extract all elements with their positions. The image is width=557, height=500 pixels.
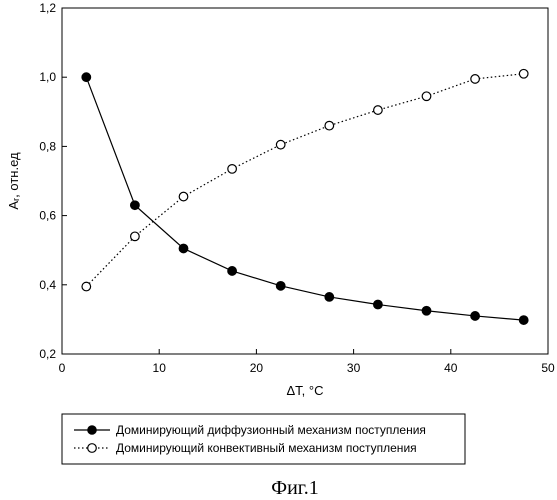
y-tick-label: 0,2 <box>39 347 56 361</box>
data-point-diffusion <box>519 316 528 325</box>
data-point-diffusion <box>471 312 480 321</box>
y-tick-label: 1,2 <box>39 1 56 15</box>
data-point-convective <box>179 192 188 201</box>
plot-area <box>62 8 548 354</box>
x-tick-label: 10 <box>153 361 167 375</box>
x-axis-label: ΔT, °C <box>287 383 324 398</box>
x-tick-label: 20 <box>250 361 264 375</box>
x-tick-label: 50 <box>541 361 555 375</box>
x-tick-label: 40 <box>444 361 458 375</box>
legend-label-convective: Доминирующий конвективный механизм посту… <box>116 441 417 455</box>
data-point-diffusion <box>228 267 237 276</box>
y-tick-label: 0,8 <box>39 139 56 153</box>
legend-marker-diffusion <box>88 426 97 435</box>
x-tick-label: 0 <box>59 361 66 375</box>
series-layer <box>82 69 528 324</box>
legend-marker-convective <box>88 444 97 453</box>
data-point-convective <box>374 106 383 115</box>
data-point-diffusion <box>82 73 91 82</box>
data-point-diffusion <box>422 306 431 315</box>
y-axis-ticks: 0,2 0,4 0,6 0,8 1,0 1,2 <box>39 1 67 361</box>
data-point-convective <box>228 165 237 174</box>
data-point-convective <box>422 92 431 101</box>
data-point-diffusion <box>325 293 334 302</box>
data-point-convective <box>325 121 334 130</box>
figure-caption: Фиг.1 <box>271 477 318 499</box>
data-point-diffusion <box>374 300 383 309</box>
y-tick-label: 0,4 <box>39 278 56 292</box>
data-point-convective <box>131 232 140 241</box>
data-point-diffusion <box>276 282 285 291</box>
y-tick-label: 0,6 <box>39 209 56 223</box>
series-line-diffusion <box>86 77 523 320</box>
data-point-diffusion <box>131 201 140 210</box>
data-point-convective <box>519 69 528 78</box>
x-axis-ticks: 0 10 20 30 40 50 <box>59 349 555 375</box>
data-point-diffusion <box>179 244 188 253</box>
data-point-convective <box>82 282 91 291</box>
series-line-convective <box>86 74 523 287</box>
y-axis-label: Aᵣ, отн.ед <box>6 152 21 210</box>
legend-box <box>62 414 465 464</box>
legend-label-diffusion: Доминирующий диффузионный механизм посту… <box>116 423 426 437</box>
legend: Доминирующий диффузионный механизм посту… <box>62 414 465 464</box>
y-tick-label: 1,0 <box>39 70 56 84</box>
data-point-convective <box>276 140 285 149</box>
data-point-convective <box>471 75 480 84</box>
x-tick-label: 30 <box>347 361 361 375</box>
